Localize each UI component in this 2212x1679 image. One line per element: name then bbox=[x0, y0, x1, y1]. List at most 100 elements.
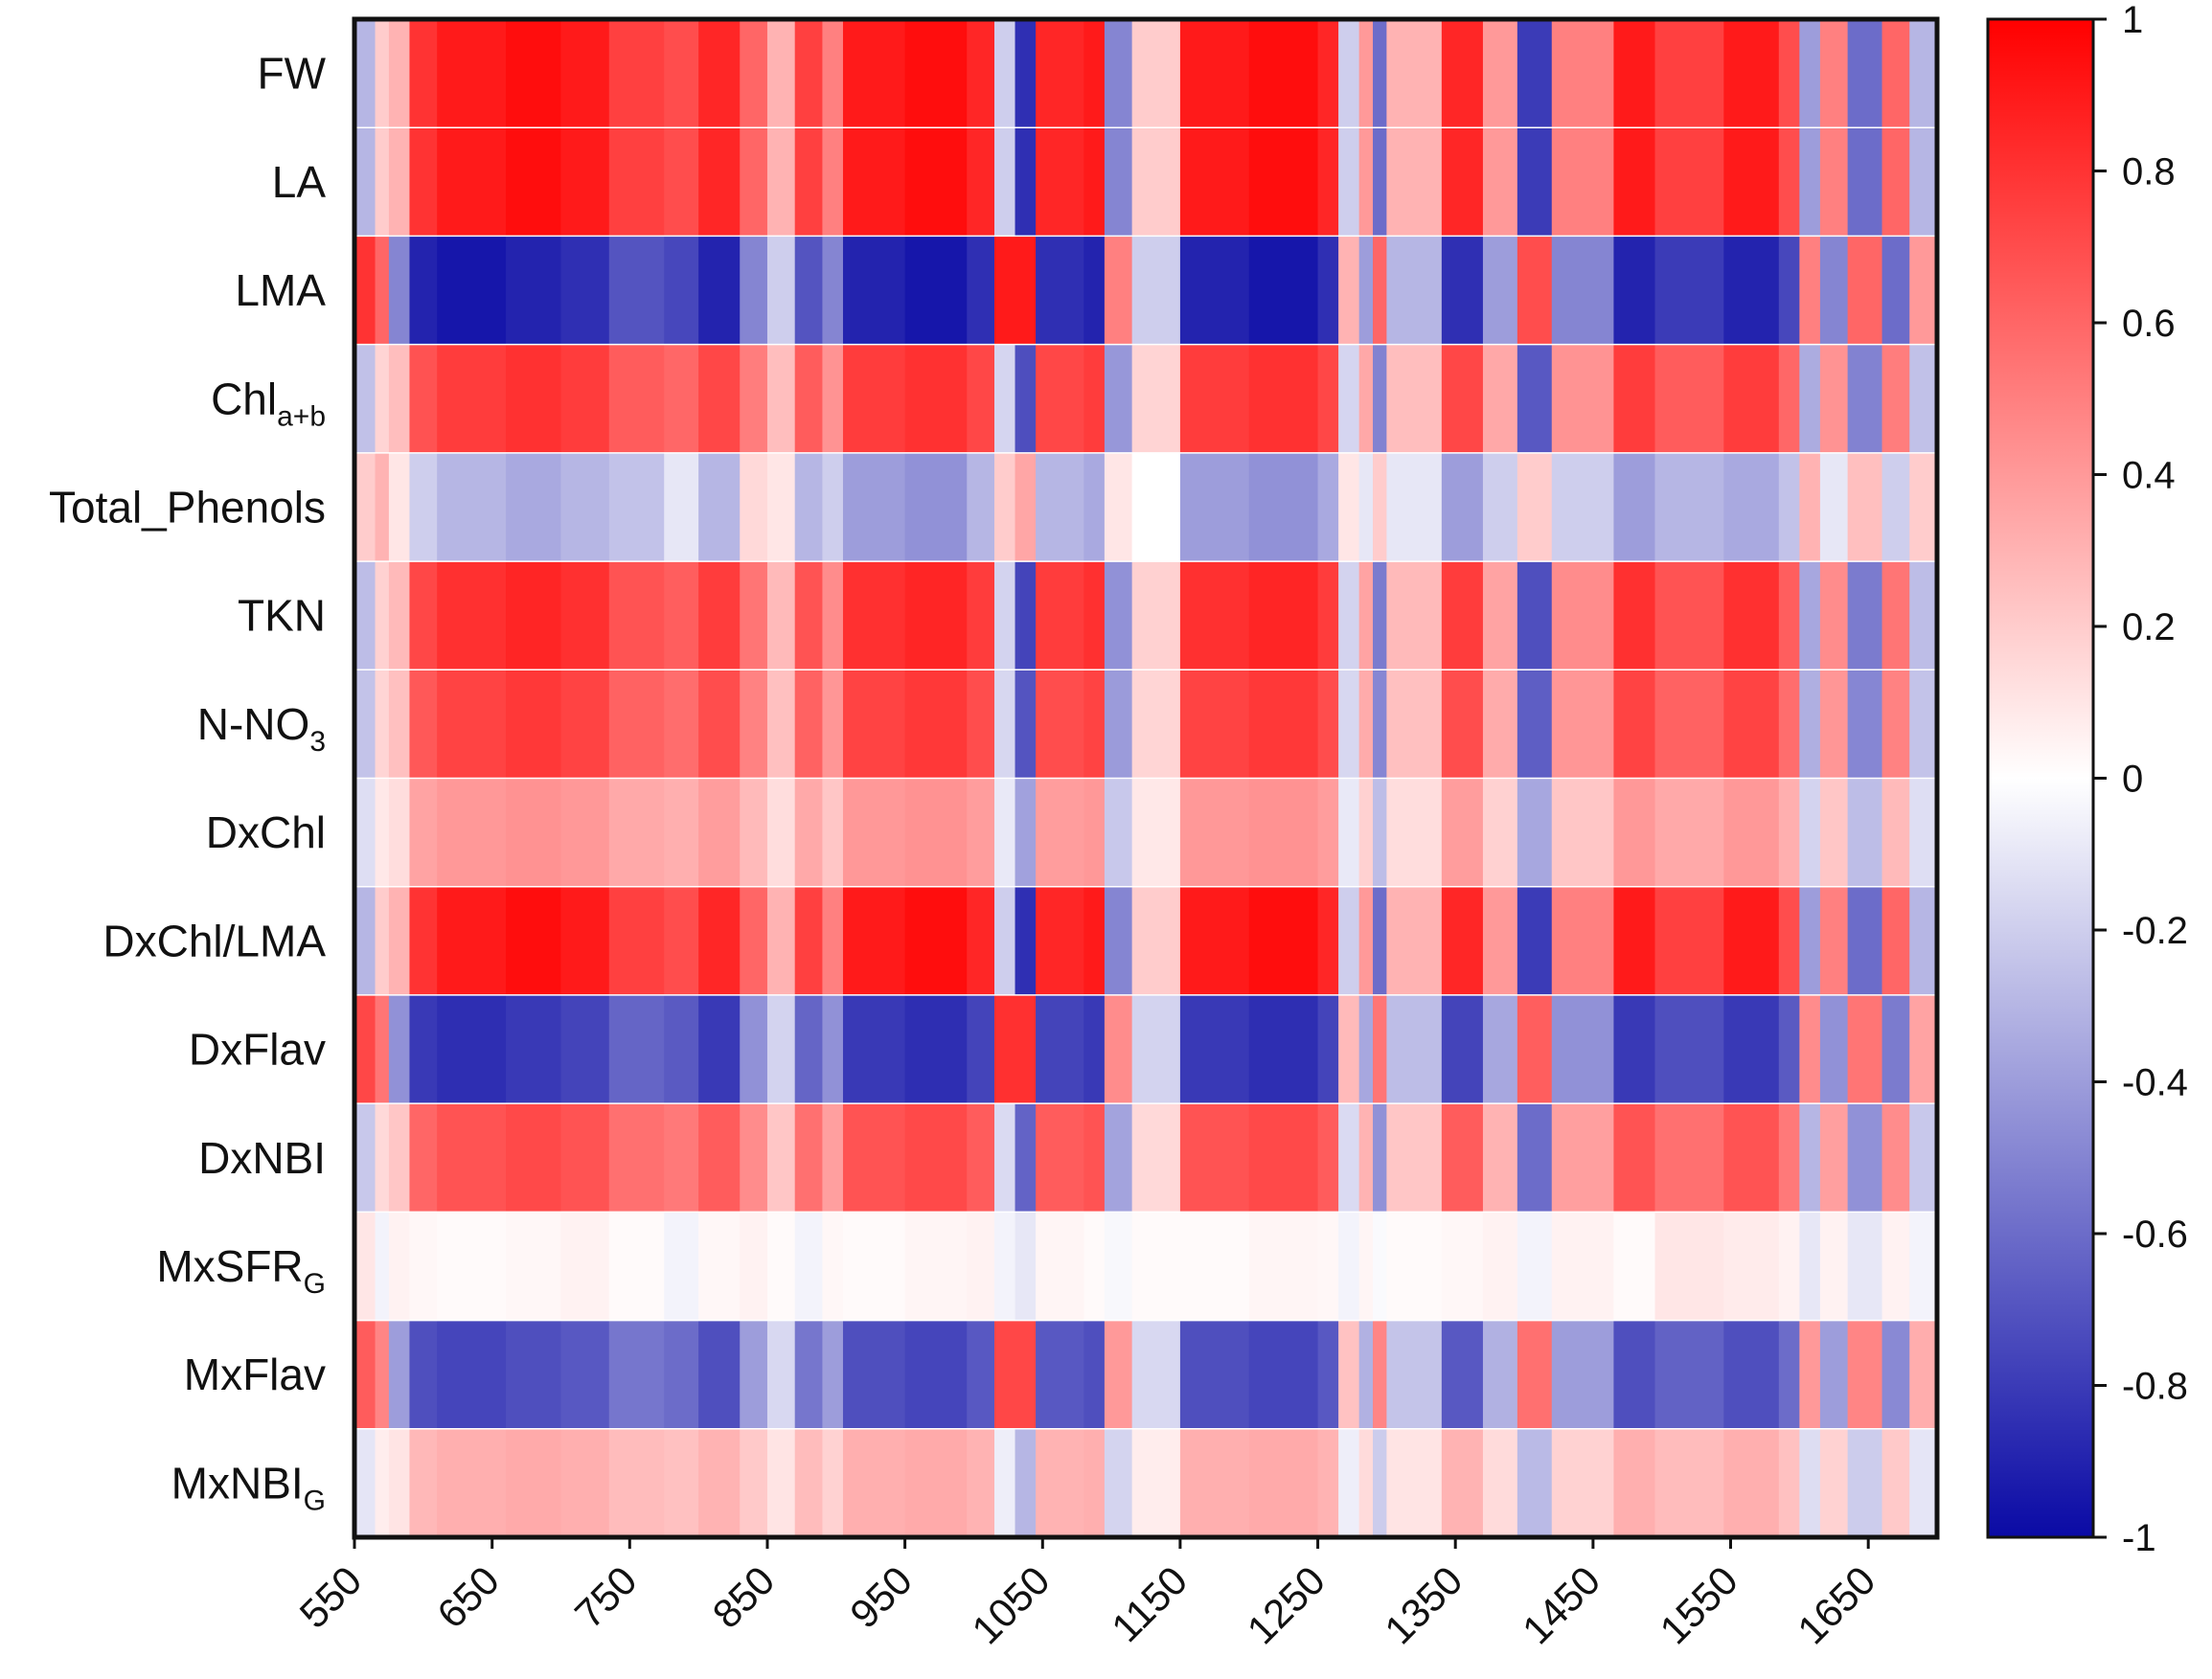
heatmap-cell bbox=[1778, 19, 1800, 128]
heatmap-cell bbox=[1317, 1103, 1339, 1213]
heatmap-cell bbox=[904, 1103, 968, 1213]
heatmap-cell bbox=[1778, 1428, 1800, 1538]
x-tick-label: 550 bbox=[291, 1557, 371, 1637]
heatmap-cell bbox=[437, 669, 507, 780]
heatmap-cell bbox=[1847, 19, 1883, 128]
heatmap-cell bbox=[354, 886, 376, 996]
heatmap-cell bbox=[1551, 344, 1615, 454]
heatmap-cell bbox=[822, 344, 844, 454]
heatmap-cell bbox=[409, 669, 438, 780]
heatmap-cell bbox=[1131, 1428, 1181, 1538]
heatmap-cell bbox=[1131, 561, 1181, 670]
heatmap-cell bbox=[1248, 1103, 1319, 1213]
colorbar-tick-label: 0.8 bbox=[2122, 151, 2176, 193]
heatmap-cell bbox=[375, 236, 390, 346]
heatmap-cell bbox=[1104, 994, 1133, 1104]
colorbar-tick-label: 0.2 bbox=[2122, 606, 2176, 648]
heatmap-cell bbox=[375, 1320, 390, 1430]
heatmap-cell bbox=[664, 452, 699, 562]
heatmap-cell bbox=[1015, 994, 1037, 1104]
heatmap-cell bbox=[794, 236, 824, 346]
heatmap-cell bbox=[608, 994, 665, 1104]
heatmap-cell bbox=[1654, 778, 1724, 888]
heatmap-cell bbox=[1386, 344, 1443, 454]
heatmap-cell bbox=[1179, 1103, 1250, 1213]
heatmap-cell bbox=[1131, 778, 1181, 888]
heatmap-cell bbox=[354, 452, 376, 562]
heatmap-cell bbox=[766, 778, 796, 888]
heatmap-cell bbox=[1723, 561, 1780, 670]
heatmap-cell bbox=[1386, 1428, 1443, 1538]
heatmap-cell bbox=[698, 344, 741, 454]
heatmap-cell bbox=[664, 669, 699, 780]
heatmap-cell bbox=[375, 127, 390, 238]
heatmap-cell bbox=[1909, 778, 1938, 888]
heatmap-cell bbox=[664, 886, 699, 996]
heatmap-cell bbox=[1482, 1428, 1518, 1538]
heatmap-cell bbox=[664, 1428, 699, 1538]
heatmap-cell bbox=[1799, 1320, 1821, 1430]
heatmap-cell bbox=[1036, 561, 1084, 670]
heatmap-cell bbox=[766, 19, 796, 128]
x-tick-label: 850 bbox=[704, 1557, 784, 1637]
heatmap-cell bbox=[766, 344, 796, 454]
heatmap-cell bbox=[1613, 1320, 1656, 1430]
heatmap-cell bbox=[740, 1212, 768, 1322]
heatmap-cell bbox=[698, 778, 741, 888]
heatmap-cell bbox=[1881, 1103, 1910, 1213]
heatmap-cell bbox=[1358, 236, 1374, 346]
heatmap-cell bbox=[967, 886, 995, 996]
heatmap-cell bbox=[1373, 127, 1387, 238]
heatmap-cell bbox=[1723, 1320, 1780, 1430]
heatmap-cell bbox=[608, 344, 665, 454]
heatmap-cell bbox=[1482, 886, 1518, 996]
heatmap-cell bbox=[1819, 344, 1849, 454]
heatmap-cell bbox=[1317, 452, 1339, 562]
heatmap-cell bbox=[1881, 1212, 1910, 1322]
heatmap-cell bbox=[1386, 236, 1443, 346]
colorbar-tick-label: 0.6 bbox=[2122, 303, 2176, 345]
heatmap-cell bbox=[1179, 236, 1250, 346]
heatmap-cell bbox=[842, 127, 906, 238]
heatmap-cell bbox=[1909, 236, 1938, 346]
heatmap-cell bbox=[664, 19, 699, 128]
heatmap-cell bbox=[1104, 1320, 1133, 1430]
heatmap-cell bbox=[388, 778, 411, 888]
heatmap-cell bbox=[1799, 127, 1821, 238]
heatmap-cell bbox=[766, 1103, 796, 1213]
heatmap-cell bbox=[1317, 127, 1339, 238]
colorbar bbox=[1986, 17, 2095, 1539]
heatmap-cell bbox=[967, 1428, 995, 1538]
heatmap-cell bbox=[1248, 561, 1319, 670]
heatmap-cell bbox=[1131, 669, 1181, 780]
heatmap-cell bbox=[1015, 1212, 1037, 1322]
heatmap-cell bbox=[822, 1428, 844, 1538]
heatmap-cell bbox=[1723, 1212, 1780, 1322]
heatmap-cell bbox=[842, 561, 906, 670]
heatmap-cell bbox=[354, 236, 376, 346]
heatmap-cell bbox=[1386, 127, 1443, 238]
heatmap-cell bbox=[904, 561, 968, 670]
heatmap-cell bbox=[1516, 236, 1553, 346]
heatmap-cell bbox=[1036, 344, 1084, 454]
plot-frame bbox=[352, 16, 1940, 1540]
heatmap-cell bbox=[740, 1103, 768, 1213]
heatmap-cell bbox=[904, 994, 968, 1104]
heatmap-cell bbox=[608, 19, 665, 128]
heatmap-cell bbox=[740, 1428, 768, 1538]
heatmap-cell bbox=[842, 1428, 906, 1538]
heatmap-cell bbox=[1778, 1103, 1800, 1213]
heatmap-cell bbox=[1881, 669, 1910, 780]
heatmap-cell bbox=[1778, 236, 1800, 346]
x-tick-label: 650 bbox=[428, 1557, 508, 1637]
heatmap-cell bbox=[388, 1103, 411, 1213]
heatmap-cell bbox=[1723, 886, 1780, 996]
heatmap-cell bbox=[1338, 1428, 1360, 1538]
heatmap-cell bbox=[1386, 452, 1443, 562]
heatmap-cell bbox=[1909, 1212, 1938, 1322]
heatmap-cell bbox=[794, 19, 824, 128]
heatmap-cell bbox=[1482, 19, 1518, 128]
heatmap-cell bbox=[437, 1320, 507, 1430]
heatmap-cell bbox=[794, 1212, 824, 1322]
heatmap-cell bbox=[1909, 344, 1938, 454]
